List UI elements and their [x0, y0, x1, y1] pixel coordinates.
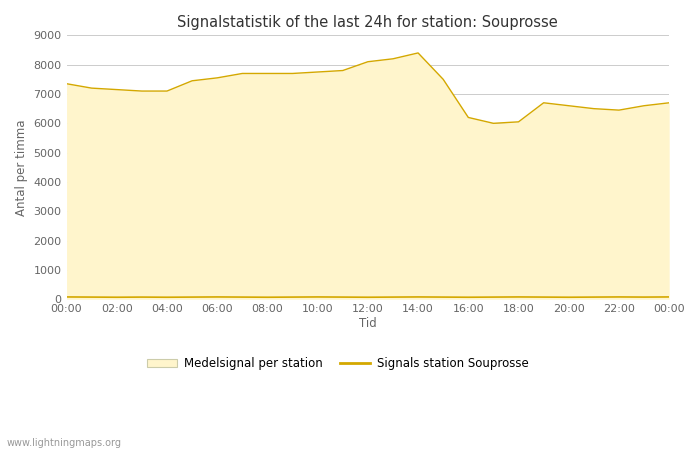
- Y-axis label: Antal per timma: Antal per timma: [15, 119, 28, 216]
- Text: www.lightningmaps.org: www.lightningmaps.org: [7, 438, 122, 448]
- Title: Signalstatistik of the last 24h for station: Souprosse: Signalstatistik of the last 24h for stat…: [178, 15, 558, 30]
- Legend: Medelsignal per station, Signals station Souprosse: Medelsignal per station, Signals station…: [142, 353, 533, 375]
- X-axis label: Tid: Tid: [359, 317, 377, 330]
